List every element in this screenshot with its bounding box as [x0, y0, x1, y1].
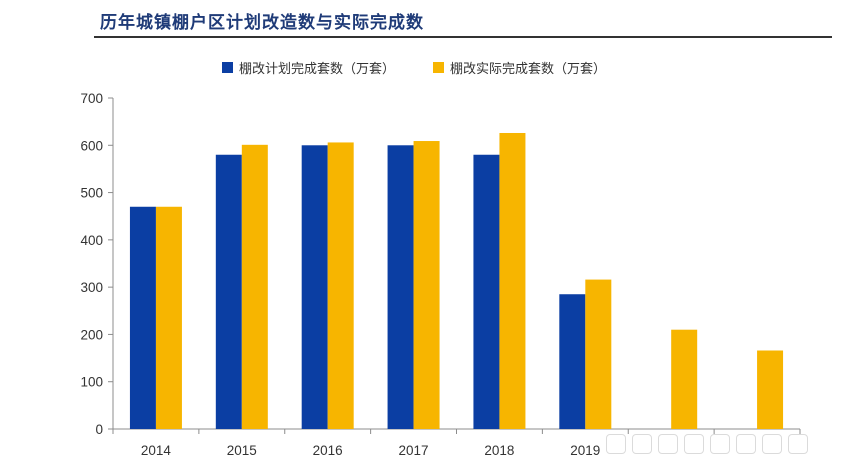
legend-swatch-planned [222, 62, 233, 73]
bar-planned [559, 294, 586, 429]
x-tick-label: 2017 [399, 443, 429, 458]
legend-item-planned: 棚改计划完成套数（万套） [222, 58, 395, 77]
legend-item-actual: 棚改实际完成套数（万套） [433, 58, 606, 77]
watermark-box-icon [684, 434, 704, 454]
y-tick-label: 200 [80, 327, 103, 342]
watermark-box-icon [710, 434, 730, 454]
bar-planned [215, 154, 242, 429]
legend-swatch-actual [433, 62, 445, 73]
watermark-box-icon [632, 434, 652, 454]
watermark-box-icon [762, 434, 782, 454]
bar-actual [585, 279, 612, 429]
y-tick-label: 500 [80, 186, 103, 201]
watermark-box-icon [736, 434, 756, 454]
watermark-box-icon [606, 434, 626, 454]
bar-actual [499, 132, 526, 429]
x-tick-label: 2016 [313, 443, 343, 458]
bar-planned [129, 206, 156, 429]
bar-planned [301, 145, 328, 430]
y-tick-label: 0 [95, 422, 103, 437]
legend-label-actual: 棚改实际完成套数（万套） [450, 62, 607, 77]
bar-actual [155, 206, 182, 429]
y-tick-label: 400 [80, 233, 103, 248]
x-tick-label: 2019 [570, 443, 600, 458]
watermark-overlay [606, 430, 842, 458]
y-tick-label: 100 [80, 375, 103, 390]
bar-planned [473, 154, 500, 429]
bar-actual [413, 141, 440, 429]
legend-label-planned: 棚改计划完成套数（万套） [239, 62, 396, 77]
x-tick-label: 2015 [227, 443, 257, 458]
y-tick-label: 300 [80, 280, 103, 295]
legend: 棚改计划完成套数（万套） 棚改实际完成套数（万套） [222, 58, 644, 77]
bar-actual [241, 144, 268, 429]
x-tick-label: 2018 [484, 443, 514, 458]
watermark-box-icon [788, 434, 808, 454]
bar-actual [671, 329, 698, 429]
y-tick-label: 600 [80, 138, 103, 153]
bar-actual [757, 350, 784, 429]
bar-actual [327, 142, 354, 429]
x-tick-label: 2014 [141, 443, 172, 458]
title-divider [94, 36, 832, 38]
watermark-box-icon [658, 434, 678, 454]
chart-title: 历年城镇棚户区计划改造数与实际完成数 [100, 13, 424, 33]
y-tick-label: 700 [80, 91, 103, 106]
bar-planned [387, 145, 414, 430]
